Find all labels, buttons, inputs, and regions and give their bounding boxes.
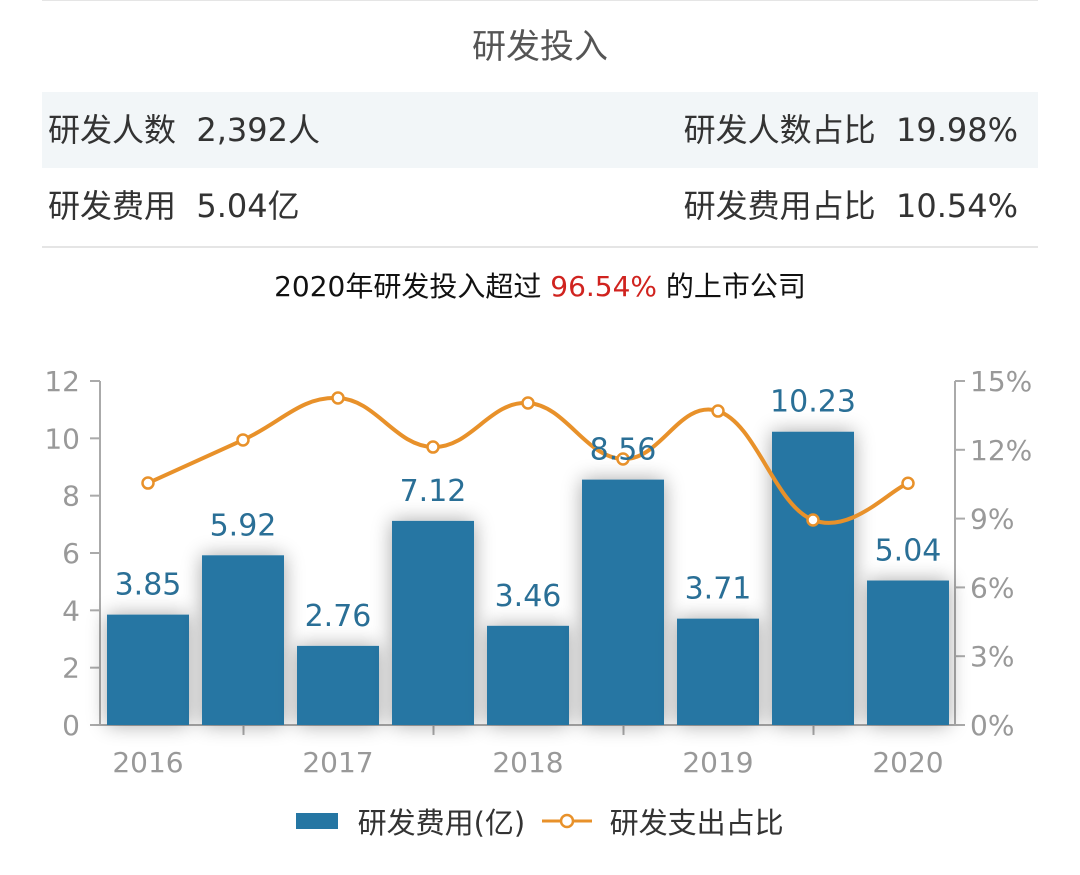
y-left-tick-label: 2 bbox=[62, 652, 80, 685]
stat-row-staff: 研发人数 2,392人 研发人数占比 19.98% bbox=[42, 92, 1038, 168]
y-left-tick-label: 6 bbox=[62, 537, 80, 570]
bar-data-label: 3.71 bbox=[685, 572, 752, 607]
stat-ratio-value: 10.54% bbox=[895, 187, 1018, 225]
stat-value: 5.04亿 bbox=[196, 187, 300, 225]
line-point bbox=[426, 440, 440, 454]
bar bbox=[487, 625, 569, 725]
y-left-tick-label: 12 bbox=[44, 365, 80, 398]
bar-data-label: 3.46 bbox=[495, 579, 562, 614]
bar-data-label: 5.92 bbox=[210, 508, 277, 543]
y-left-tick-label: 0 bbox=[62, 709, 80, 742]
bar-data-label: 7.12 bbox=[400, 474, 467, 509]
legend-bar-swatch bbox=[296, 813, 339, 829]
y-right-tick-label: 15% bbox=[970, 365, 1032, 398]
line-point bbox=[901, 476, 915, 491]
summary-highlight: 96.54% bbox=[550, 270, 658, 303]
bar bbox=[297, 645, 379, 725]
y-right-tick-label: 3% bbox=[970, 640, 1014, 673]
legend-line-label: 研发支出占比 bbox=[609, 806, 784, 840]
bar-data-label: 10.23 bbox=[770, 385, 856, 420]
line-point bbox=[616, 452, 630, 466]
x-tick-label: 2017 bbox=[302, 746, 373, 779]
bar-data-label: 8.56 bbox=[590, 433, 657, 468]
y-right-tick-label: 12% bbox=[970, 434, 1032, 467]
bar bbox=[107, 614, 189, 725]
summary-prefix: 2020年研发投入超过 bbox=[274, 270, 551, 303]
y-right-tick-label: 0% bbox=[970, 709, 1014, 742]
y-left-tick-label: 10 bbox=[44, 422, 80, 455]
bar bbox=[392, 520, 474, 725]
bar bbox=[772, 431, 854, 725]
stat-ratio-value: 19.98% bbox=[895, 111, 1018, 149]
summary-text: 2020年研发投入超过 96.54% 的上市公司 bbox=[0, 265, 1080, 305]
line-point bbox=[711, 404, 725, 418]
y-right-tick-label: 9% bbox=[970, 503, 1014, 536]
bar-data-label: 5.04 bbox=[875, 534, 942, 569]
y-left-tick-label: 4 bbox=[62, 594, 80, 627]
bar-data-label: 3.85 bbox=[115, 568, 182, 603]
stat-value: 2,392人 bbox=[196, 111, 320, 149]
stat-ratio-label: 研发人数占比 bbox=[683, 111, 876, 149]
bar bbox=[582, 479, 664, 725]
line-point bbox=[806, 513, 820, 527]
bar bbox=[202, 555, 284, 725]
legend-line-swatch bbox=[542, 811, 593, 831]
y-left-tick-label: 8 bbox=[62, 480, 80, 513]
x-tick-label: 2020 bbox=[872, 746, 943, 779]
stat-label: 研发费用 bbox=[48, 187, 177, 225]
bar bbox=[867, 580, 949, 725]
divider bbox=[42, 246, 1038, 248]
legend: 研发费用(亿) 研发支出占比 bbox=[0, 800, 1080, 842]
bar bbox=[677, 618, 759, 725]
x-tick-label: 2018 bbox=[492, 746, 563, 779]
summary-suffix: 的上市公司 bbox=[657, 270, 806, 303]
stat-label: 研发人数 bbox=[48, 111, 177, 149]
y-right-tick-label: 6% bbox=[970, 571, 1014, 604]
line-point bbox=[141, 476, 155, 490]
x-tick-label: 2019 bbox=[682, 746, 753, 779]
line-point bbox=[521, 396, 535, 410]
x-tick-label: 2016 bbox=[112, 746, 183, 779]
page-title: 研发投入 bbox=[42, 0, 1038, 91]
legend-bar-label: 研发费用(亿) bbox=[357, 806, 526, 840]
stat-row-expense: 研发费用 5.04亿 研发费用占比 10.54% bbox=[42, 168, 1038, 244]
line-point bbox=[236, 433, 250, 447]
line-point bbox=[331, 391, 345, 405]
bar-data-label: 2.76 bbox=[305, 599, 372, 634]
stat-ratio-label: 研发费用占比 bbox=[683, 187, 876, 225]
